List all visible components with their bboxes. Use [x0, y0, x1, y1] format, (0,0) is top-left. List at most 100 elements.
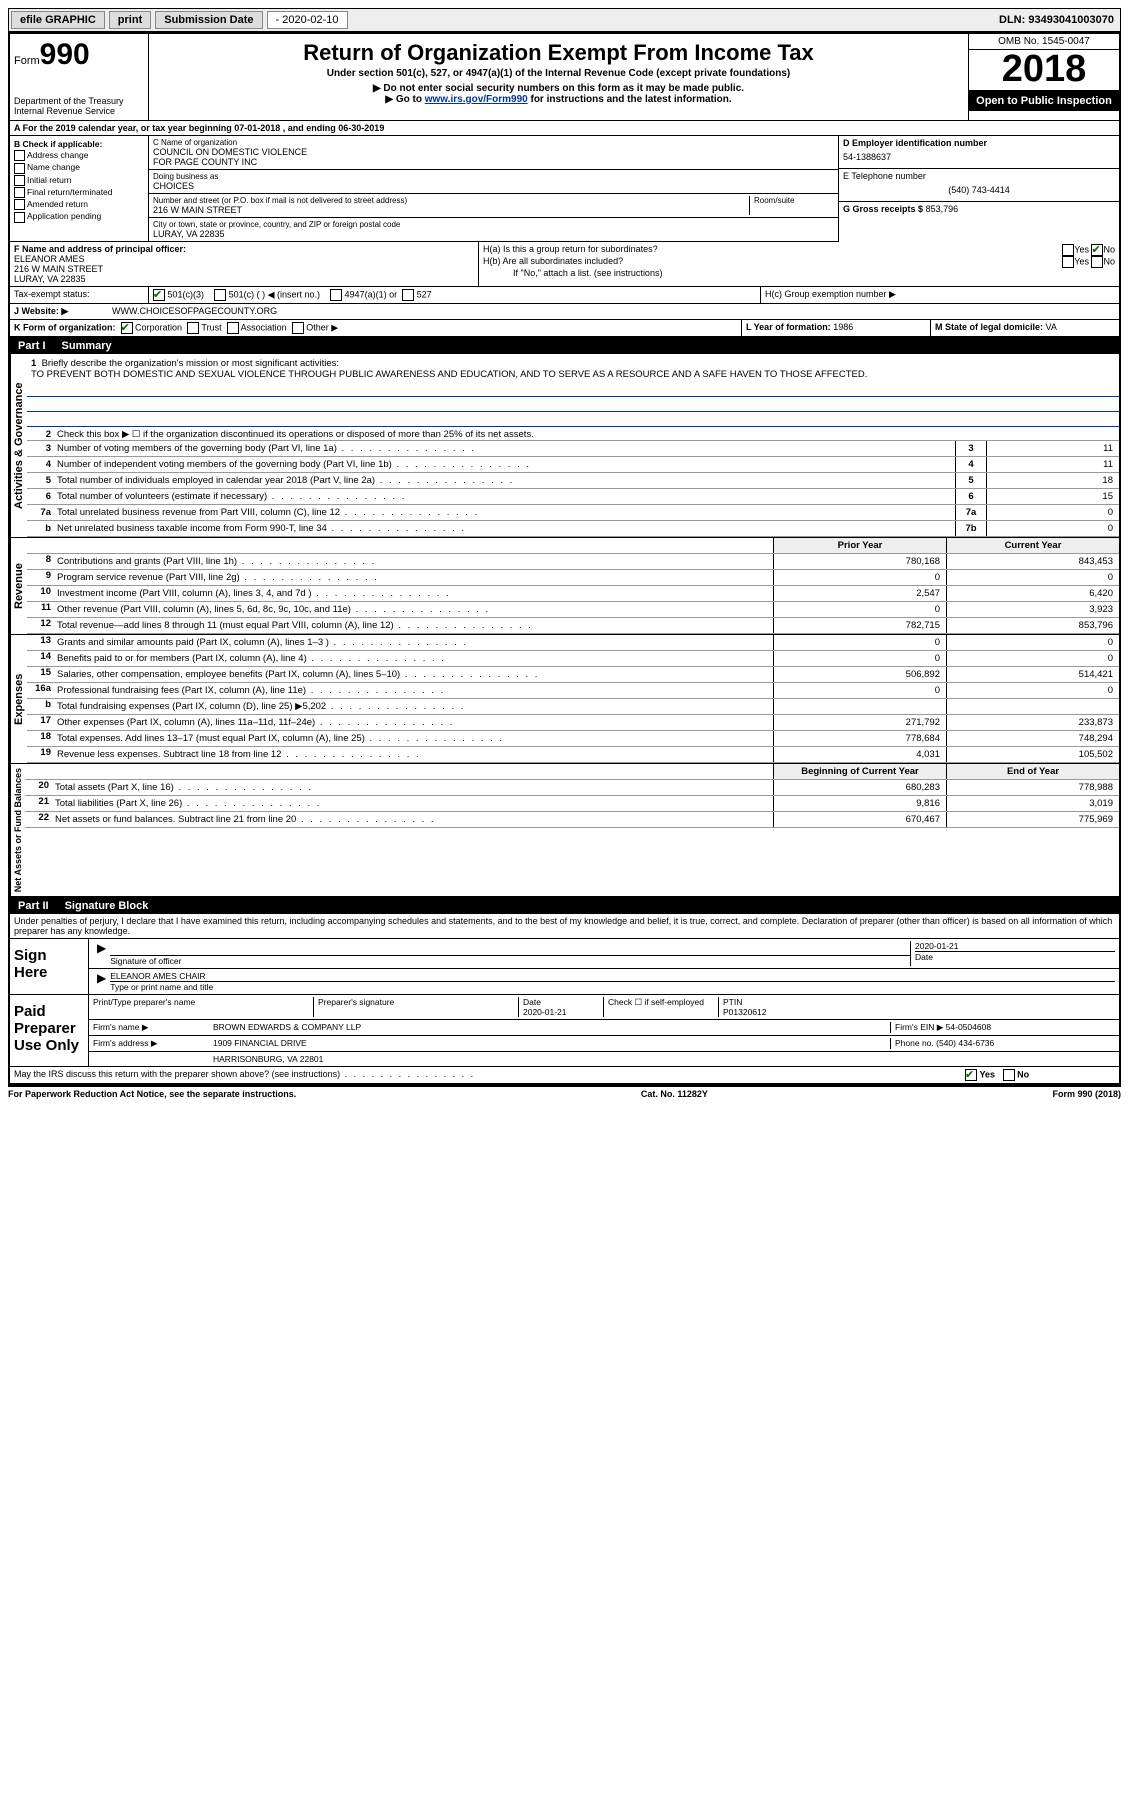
hc-label: H(c) Group exemption number ▶: [760, 287, 1119, 303]
cb-assoc[interactable]: [227, 322, 239, 334]
gross-label: G Gross receipts $: [843, 204, 923, 214]
ha-label: H(a) Is this a group return for subordin…: [483, 244, 658, 256]
ha-no[interactable]: [1091, 244, 1103, 256]
part1-num: Part I: [18, 340, 46, 352]
cb-name[interactable]: Name change: [14, 162, 144, 173]
mission-text: TO PREVENT BOTH DOMESTIC AND SEXUAL VIOL…: [31, 369, 867, 380]
header-center: Return of Organization Exempt From Incom…: [149, 34, 968, 120]
data-line: 14Benefits paid to or for members (Part …: [27, 651, 1119, 667]
cb-initial[interactable]: Initial return: [14, 175, 144, 186]
governance-line: 3Number of voting members of the governi…: [27, 441, 1119, 457]
ptin-value: P01320612: [723, 1007, 767, 1017]
officer-addr: 216 W MAIN STREET LURAY, VA 22835: [14, 264, 474, 284]
part1-title: Summary: [62, 340, 112, 352]
prep-name-h: Print/Type preparer's name: [93, 997, 314, 1017]
data-line: 18Total expenses. Add lines 13–17 (must …: [27, 731, 1119, 747]
officer-name: ELEANOR AMES: [14, 254, 474, 264]
discuss-no[interactable]: [1003, 1069, 1015, 1081]
governance-line: 2Check this box ▶ ☐ if the organization …: [27, 429, 1119, 441]
governance-line: 7aTotal unrelated business revenue from …: [27, 505, 1119, 521]
prep-date-h: Date: [523, 997, 541, 1007]
officer-label: F Name and address of principal officer:: [14, 244, 474, 254]
cb-other[interactable]: [292, 322, 304, 334]
h-block: H(a) Is this a group return for subordin…: [479, 242, 1119, 286]
discuss-row: May the IRS discuss this return with the…: [10, 1067, 1119, 1085]
data-line: 20Total assets (Part X, line 16)680,2837…: [25, 780, 1119, 796]
firm-name: BROWN EDWARDS & COMPANY LLP: [213, 1022, 890, 1033]
ha-yes[interactable]: [1062, 244, 1074, 256]
data-line: 12Total revenue—add lines 8 through 11 (…: [27, 618, 1119, 634]
dba-label: Doing business as: [153, 172, 834, 181]
data-line: 22Net assets or fund balances. Subtract …: [25, 812, 1119, 828]
officer-printed-name: ELEANOR AMES CHAIR: [110, 971, 1115, 981]
cb-final[interactable]: Final return/terminated: [14, 187, 144, 198]
firm-phone-label: Phone no.: [895, 1038, 934, 1048]
mission-line: [27, 384, 1119, 397]
perjury-text: Under penalties of perjury, I declare th…: [10, 914, 1119, 938]
cb-amended[interactable]: Amended return: [14, 199, 144, 210]
footer-left: For Paperwork Reduction Act Notice, see …: [8, 1089, 296, 1099]
efile-btn[interactable]: efile GRAPHIC: [11, 11, 105, 29]
data-line: 9Program service revenue (Part VIII, lin…: [27, 570, 1119, 586]
dept-treasury: Department of the Treasury Internal Reve…: [14, 96, 144, 116]
cb-pending[interactable]: Application pending: [14, 211, 144, 222]
side-expenses: Expenses: [10, 635, 27, 763]
form-org-label: K Form of organization:: [14, 322, 116, 332]
prep-date: 2020-01-21: [523, 1007, 566, 1017]
website-value[interactable]: WWW.CHOICESOFPAGECOUNTY.ORG: [108, 304, 1119, 319]
data-line: 19Revenue less expenses. Subtract line 1…: [27, 747, 1119, 763]
hb-note: If "No," attach a list. (see instruction…: [483, 268, 1115, 278]
form-title: Return of Organization Exempt From Incom…: [157, 40, 960, 66]
irs-link[interactable]: www.irs.gov/Form990: [425, 94, 528, 105]
cb-527[interactable]: [402, 289, 414, 301]
phone-value: (540) 743-4414: [843, 181, 1115, 199]
ptin-h: PTIN: [723, 997, 742, 1007]
py-header: Prior Year: [773, 538, 946, 553]
mission-label: Briefly describe the organization's miss…: [42, 358, 340, 369]
cb-501c[interactable]: [214, 289, 226, 301]
data-line: 10Investment income (Part VIII, column (…: [27, 586, 1119, 602]
addr-value: 216 W MAIN STREET: [153, 205, 749, 215]
cy-header: Current Year: [946, 538, 1119, 553]
footer-center: Cat. No. 11282Y: [641, 1089, 708, 1099]
firm-name-label: Firm's name ▶: [93, 1022, 213, 1033]
top-bar: efile GRAPHIC print Submission Date - 20…: [8, 8, 1121, 32]
net-py-header: Beginning of Current Year: [773, 764, 946, 779]
part2-title: Signature Block: [65, 900, 149, 912]
dln: DLN: 93493041003070: [999, 14, 1118, 26]
cb-501c3[interactable]: [153, 289, 165, 301]
print-btn[interactable]: print: [109, 11, 151, 29]
expenses-section: Expenses 13Grants and similar amounts pa…: [10, 635, 1119, 764]
hb-yes[interactable]: [1062, 256, 1074, 268]
firm-phone: (540) 434-6736: [936, 1038, 994, 1048]
note-link-row: ▶ Go to www.irs.gov/Form990 for instruct…: [157, 94, 960, 105]
sub-date-value: - 2020-02-10: [267, 11, 348, 29]
tax-year: 2018: [969, 50, 1119, 91]
cb-4947[interactable]: [330, 289, 342, 301]
sign-here-label: Sign Here: [10, 939, 89, 994]
page-footer: For Paperwork Reduction Act Notice, see …: [8, 1087, 1121, 1099]
paid-preparer-block: Paid Preparer Use Only Print/Type prepar…: [10, 995, 1119, 1067]
cb-corp[interactable]: [121, 322, 133, 334]
cb-trust[interactable]: [187, 322, 199, 334]
data-line: bTotal fundraising expenses (Part IX, co…: [27, 699, 1119, 715]
hb-label: H(b) Are all subordinates included?: [483, 256, 623, 268]
year-formed-label: L Year of formation:: [746, 322, 831, 332]
self-emp-h: Check ☐ if self-employed: [604, 997, 719, 1017]
checkbox-column: B Check if applicable: Address change Na…: [10, 136, 149, 242]
right-info-block: D Employer identification number 54-1388…: [838, 136, 1119, 242]
data-line: 17Other expenses (Part IX, column (A), l…: [27, 715, 1119, 731]
header-left: Form990 Department of the Treasury Inter…: [10, 34, 149, 120]
netassets-section: Net Assets or Fund Balances Beginning of…: [10, 764, 1119, 898]
form-prefix: Form: [14, 55, 40, 67]
hb-no[interactable]: [1091, 256, 1103, 268]
tax-status-label: Tax-exempt status:: [10, 287, 149, 303]
entity-block: B Check if applicable: Address change Na…: [10, 136, 1119, 242]
data-line: 13Grants and similar amounts paid (Part …: [27, 635, 1119, 651]
sig-date: 2020-01-21: [915, 941, 1115, 951]
discuss-yes[interactable]: [965, 1069, 977, 1081]
part2-header: Part II Signature Block: [10, 898, 1119, 914]
side-revenue: Revenue: [10, 538, 27, 634]
cb-address[interactable]: Address change: [14, 150, 144, 161]
data-line: 15Salaries, other compensation, employee…: [27, 667, 1119, 683]
